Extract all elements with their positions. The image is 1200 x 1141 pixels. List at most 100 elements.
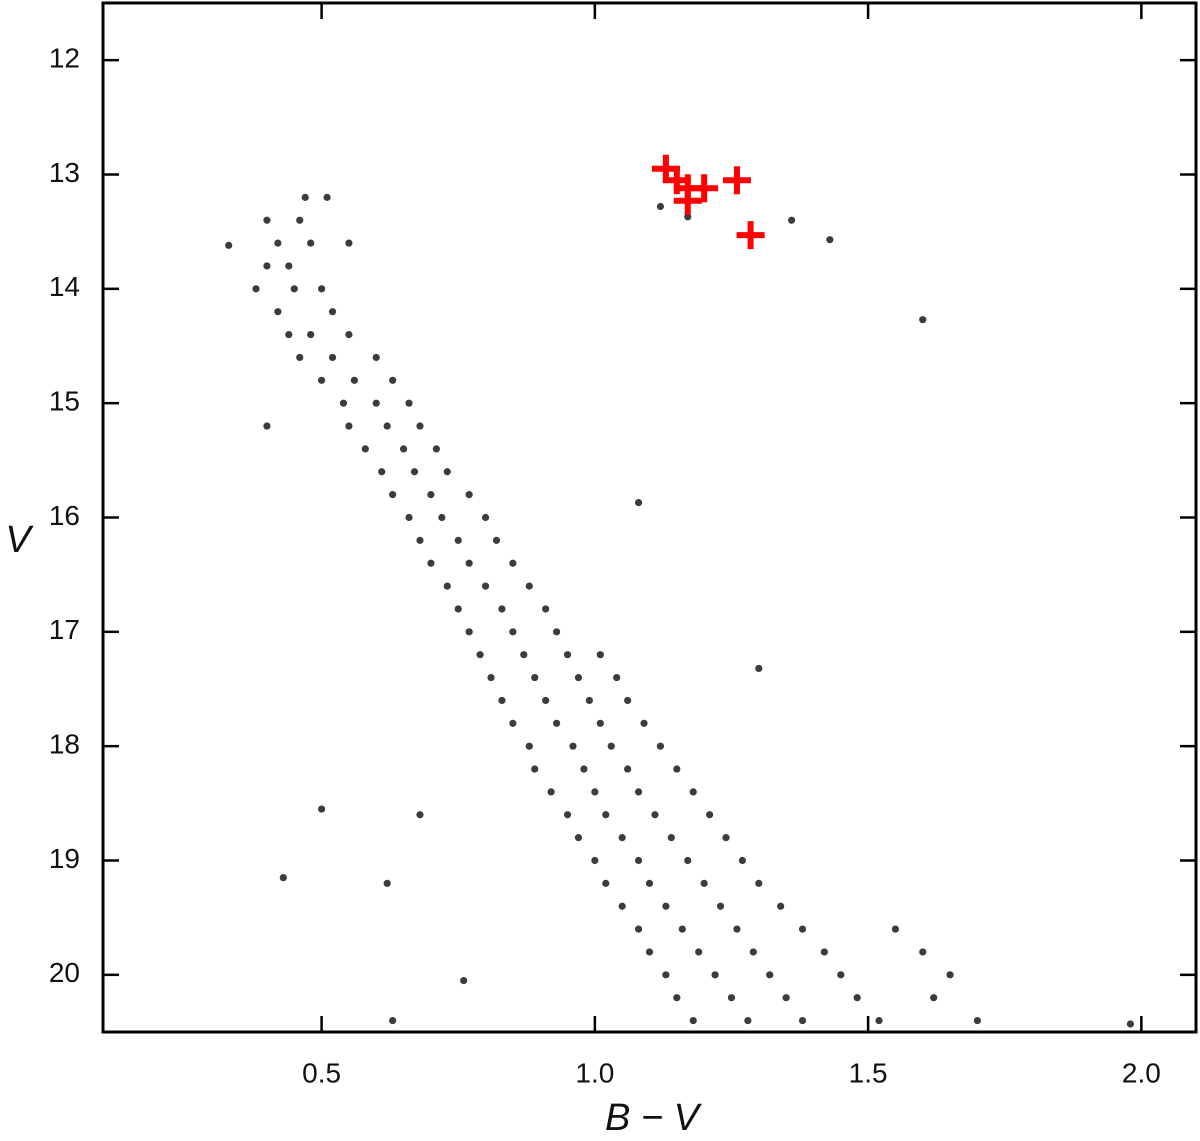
- star-point: [525, 742, 533, 750]
- star-point: [481, 513, 490, 522]
- star-point: [563, 651, 572, 659]
- star-marker: [673, 186, 702, 215]
- star-point: [569, 742, 577, 750]
- star-point: [662, 902, 670, 910]
- star-point: [318, 376, 326, 384]
- star-point: [853, 994, 861, 1002]
- star-point: [345, 239, 353, 247]
- y-tick-label: 19: [49, 843, 80, 874]
- star-point: [509, 628, 517, 636]
- y-tick-label: 12: [49, 43, 80, 74]
- star-point: [509, 559, 517, 567]
- star-point: [345, 422, 353, 430]
- star-point: [552, 719, 561, 727]
- star-point: [498, 696, 506, 705]
- y-tick-label: 18: [49, 729, 80, 760]
- star-point: [727, 994, 736, 1002]
- star-point: [416, 811, 424, 819]
- y-axis-label: V: [5, 519, 34, 561]
- star-point: [318, 805, 326, 813]
- star-point: [531, 765, 539, 773]
- star-point: [274, 239, 282, 247]
- star-point: [695, 948, 703, 956]
- star-point: [596, 651, 604, 659]
- star-point: [602, 811, 610, 819]
- star-point: [684, 856, 692, 865]
- star-point: [361, 445, 369, 453]
- star-point: [820, 948, 828, 956]
- x-axis-label: B − V: [605, 1097, 703, 1139]
- star-point: [787, 216, 796, 224]
- star-point: [613, 673, 621, 682]
- star-point: [640, 719, 648, 727]
- star-point: [307, 330, 315, 339]
- star-point: [766, 971, 774, 979]
- star-point: [673, 994, 681, 1002]
- x-tick-label: 2.0: [1122, 1057, 1161, 1088]
- star-point: [946, 971, 954, 979]
- star-point: [263, 262, 271, 270]
- star-point: [755, 664, 763, 673]
- star-point: [225, 241, 233, 249]
- star-point: [307, 239, 315, 247]
- star-point: [263, 216, 271, 224]
- plot-frame: [101, 1, 1198, 1034]
- star-point: [591, 856, 599, 865]
- star-point: [711, 971, 719, 979]
- star-point: [318, 285, 326, 293]
- star-point: [383, 879, 391, 887]
- star-marker: [736, 221, 765, 250]
- star-point: [634, 925, 643, 933]
- star-point: [624, 696, 632, 705]
- star-point: [285, 330, 293, 339]
- star-point: [755, 879, 763, 887]
- star-point: [826, 236, 834, 244]
- star-point: [465, 491, 473, 499]
- y-tick-label: 15: [49, 386, 80, 417]
- star-point: [460, 976, 468, 985]
- star-point: [634, 499, 643, 507]
- star-point: [509, 719, 517, 727]
- star-point: [279, 874, 287, 882]
- star-point: [651, 811, 659, 819]
- x-tick-label: 1.5: [849, 1057, 888, 1088]
- star-point: [465, 628, 473, 636]
- star-point: [749, 948, 757, 956]
- star-point: [919, 316, 927, 324]
- star-point: [798, 925, 807, 933]
- star-point: [296, 353, 304, 362]
- star-point: [607, 742, 615, 750]
- star-point: [547, 788, 555, 796]
- star-point: [274, 308, 282, 316]
- star-point: [427, 491, 435, 499]
- star-point: [645, 948, 654, 956]
- star-point: [930, 994, 938, 1002]
- star-point: [438, 513, 446, 522]
- star-point: [618, 834, 626, 842]
- y-tick-label: 16: [49, 500, 80, 531]
- star-point: [596, 719, 604, 727]
- star-point: [328, 353, 337, 362]
- star-point: [427, 559, 435, 567]
- star-point: [389, 1016, 397, 1025]
- star-point: [563, 811, 572, 819]
- star-point: [350, 376, 358, 384]
- star-point: [389, 376, 397, 384]
- star-point: [290, 285, 298, 293]
- star-point: [454, 536, 462, 544]
- star-point: [454, 605, 462, 613]
- y-tick-label: 20: [49, 957, 80, 988]
- star-point: [296, 216, 304, 224]
- star-point: [798, 1016, 807, 1025]
- star-point: [476, 651, 484, 659]
- star-point: [585, 696, 593, 705]
- star-point: [580, 765, 588, 773]
- star-point: [443, 468, 451, 476]
- star-point: [492, 536, 501, 544]
- star-point: [465, 559, 473, 567]
- star-point: [552, 628, 561, 636]
- star-point: [399, 445, 408, 453]
- star-point: [700, 879, 708, 887]
